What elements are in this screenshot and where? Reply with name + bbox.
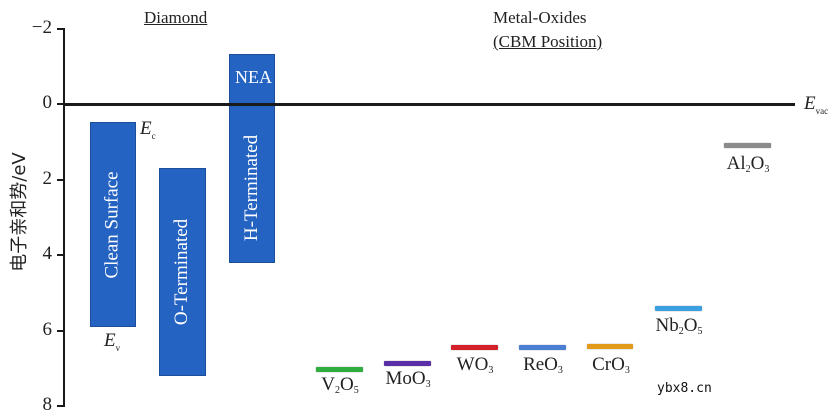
label-wo3: WO3 — [456, 354, 494, 376]
level-reo3 — [519, 345, 566, 350]
level-nb2o5 — [655, 306, 702, 311]
y-tick-label: 4 — [42, 243, 53, 264]
evac-label: Evac — [804, 93, 829, 116]
y-axis-label: 电子亲和势/eV — [9, 152, 30, 272]
bar-h-terminated: H-Terminated NEA — [229, 54, 275, 263]
y-tick — [57, 405, 64, 407]
y-tick — [57, 103, 64, 105]
y-tick — [57, 28, 64, 30]
level-cro3 — [587, 344, 633, 349]
label-al2o3: Al2O3 — [726, 153, 770, 175]
label-moo3: MoO3 — [385, 368, 431, 390]
nea-label: NEA — [235, 67, 272, 87]
label-reo3: ReO3 — [523, 354, 563, 376]
label-cro3: CrO3 — [592, 354, 630, 376]
bar-o-terminated-label: O-Terminated — [171, 218, 193, 326]
bar-o-terminated: O-Terminated — [159, 168, 206, 376]
y-tick-label: 8 — [42, 394, 53, 415]
oxides-header-line2: (CBM Position) — [493, 32, 603, 51]
level-moo3 — [384, 361, 431, 366]
evac-line — [63, 103, 795, 106]
y-tick-label: 2 — [42, 168, 53, 189]
y-tick-label: 6 — [42, 319, 53, 340]
diamond-header: Diamond — [144, 8, 208, 27]
level-al2o3 — [724, 143, 771, 148]
y-tick — [57, 330, 64, 332]
bar-clean-surface-label: Clean Surface — [102, 170, 123, 279]
watermark: ybx8.cn — [657, 381, 712, 396]
ec-label: Ec — [140, 118, 156, 141]
label-nb2o5: Nb2O5 — [655, 315, 703, 337]
y-tick-label: 0 — [42, 92, 53, 113]
y-tick — [57, 179, 64, 181]
level-v2o5 — [316, 367, 363, 372]
level-wo3 — [451, 345, 498, 350]
ev-label: Ev — [104, 330, 121, 353]
bar-h-terminated-label: H-Terminated — [241, 134, 263, 242]
bar-clean-surface: Clean Surface — [90, 122, 136, 327]
label-v2o5: V2O5 — [321, 374, 359, 396]
y-tick-label: −2 — [31, 17, 52, 38]
y-tick — [57, 254, 64, 256]
y-axis — [63, 28, 65, 407]
oxides-header-line1: Metal-Oxides — [493, 8, 587, 27]
